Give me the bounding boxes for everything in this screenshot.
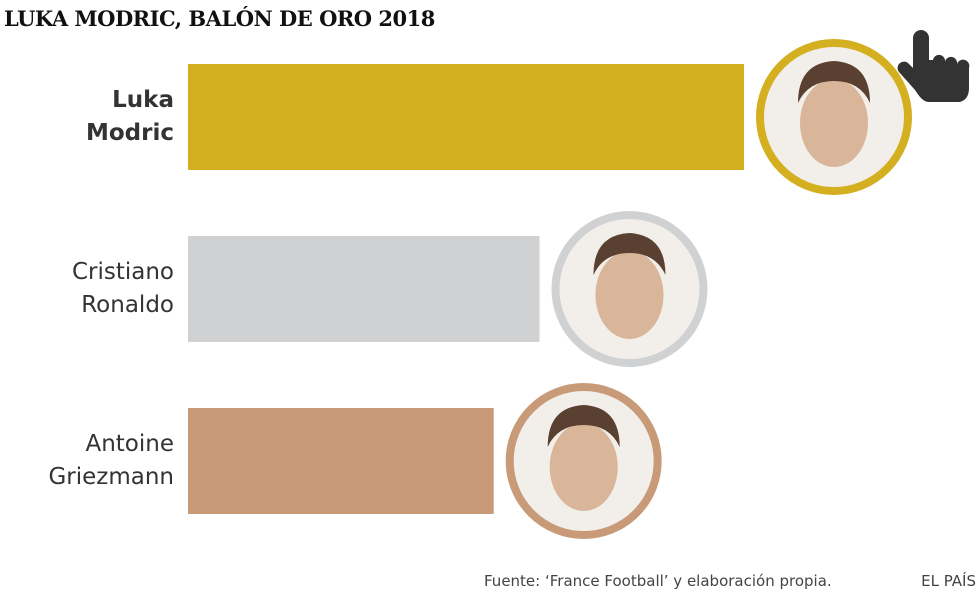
bar: [188, 64, 744, 170]
category-label: Cristiano Ronaldo: [71, 259, 174, 318]
category-label: Luka Modric: [85, 87, 174, 146]
player-face: [800, 79, 868, 167]
pointer-icon[interactable]: [897, 30, 970, 102]
source-note: Fuente: ‘France Football’ y elaboración …: [484, 572, 832, 590]
bar: [188, 408, 494, 514]
player-face: [549, 423, 618, 511]
chart-title: LUKA MODRIC, BALÓN DE ORO 2018: [4, 6, 435, 31]
category-label: Antoine Griezmann: [48, 431, 174, 490]
player-hair: [593, 233, 666, 275]
player-hair: [547, 405, 620, 447]
player-hair: [798, 61, 870, 103]
player-face: [595, 251, 664, 339]
credit: EL PAÍS: [921, 572, 976, 590]
bar: [188, 236, 540, 342]
